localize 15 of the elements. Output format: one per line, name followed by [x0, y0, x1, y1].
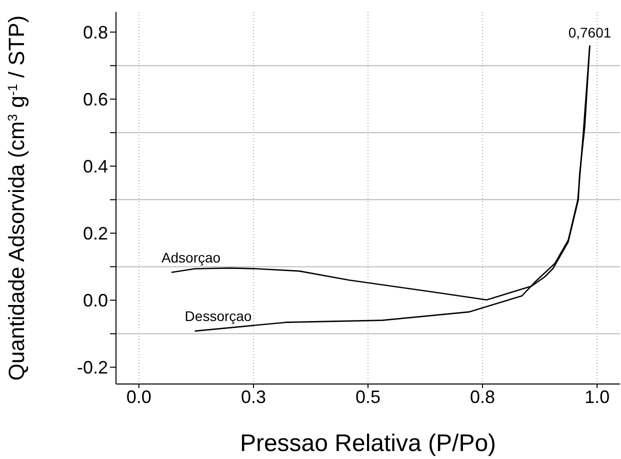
x-tick-label: 0.3: [240, 386, 266, 407]
x-tick-label: 0.0: [126, 386, 152, 407]
x-tick-label: 0.8: [470, 386, 496, 407]
y-tick-label: 0.0: [82, 290, 108, 311]
y-tick-label: 0.6: [82, 90, 108, 110]
series-label: Adsorçao: [161, 249, 221, 266]
x-tick-label: 1.0: [584, 386, 610, 407]
y-tick-label: 0.4: [82, 156, 108, 177]
y-tick-label: 0.2: [82, 224, 108, 244]
series-label: Dessorçao: [184, 308, 252, 324]
y-tick-label: -0.2: [76, 358, 108, 378]
x-tick-label: 0.5: [355, 386, 381, 407]
y-tick-label: 0.8: [82, 22, 108, 42]
annotation: 0,7601: [568, 24, 612, 40]
x-axis-title: Pressao Relativa (P/Po): [240, 430, 496, 457]
